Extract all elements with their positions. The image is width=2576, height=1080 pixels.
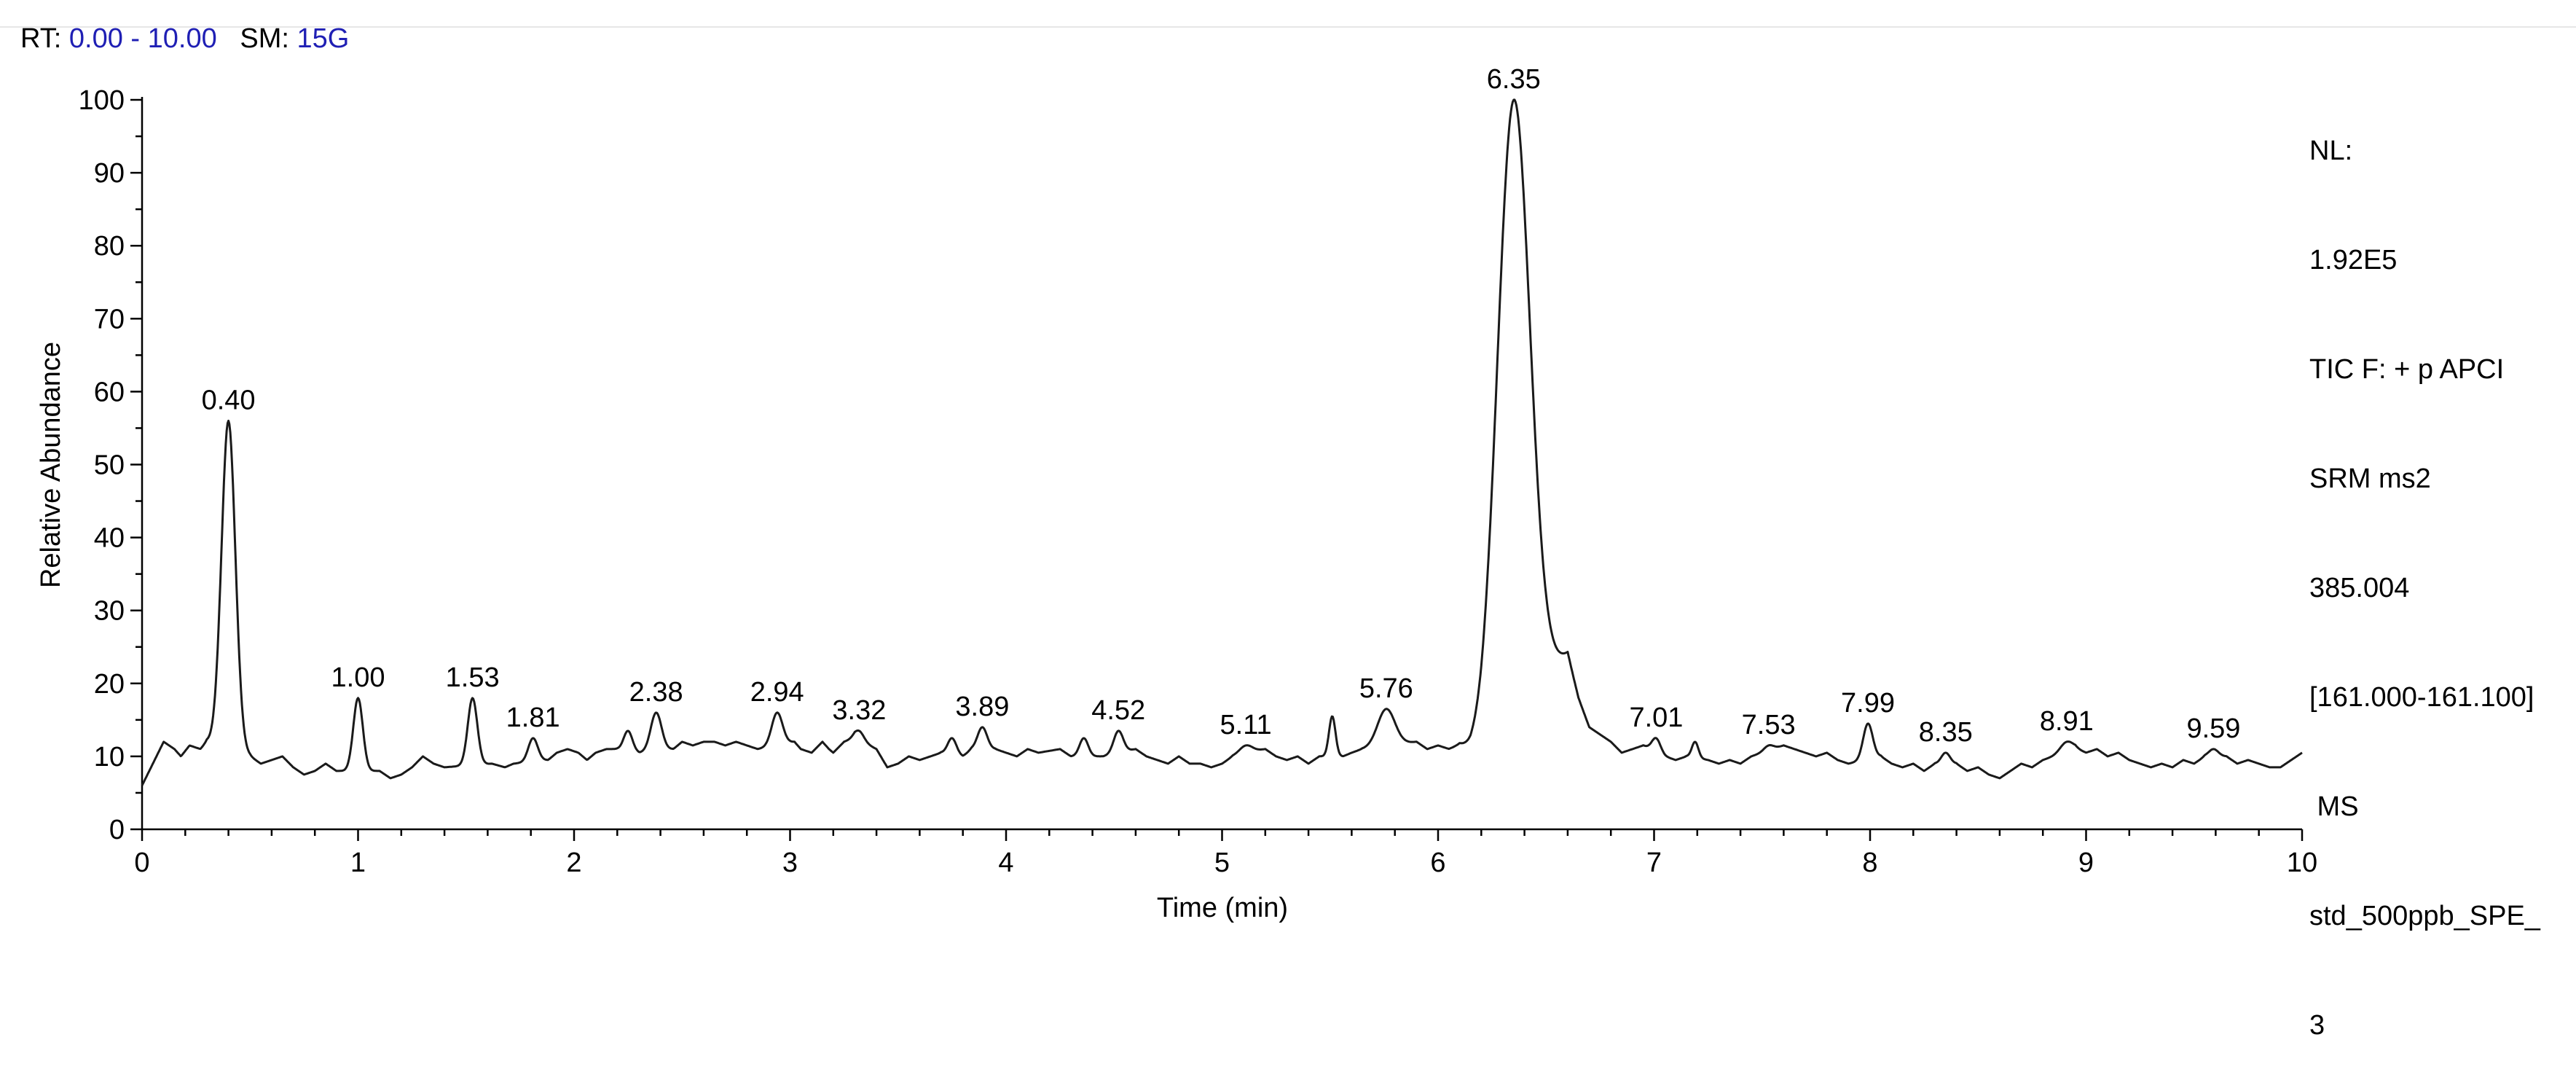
peak-label: 1.53 <box>446 662 500 693</box>
x-tick-label: 8 <box>1862 848 1877 878</box>
peak-label: 3.32 <box>832 695 886 726</box>
y-tick-label: 50 <box>94 450 125 481</box>
peak-labels: 0.40 1.00 1.531.81 2.38 2.94 3.32 3.89 4.52 5.11… <box>202 64 2241 748</box>
y-tick-label: 40 <box>94 523 125 554</box>
peak-label: 7.53 <box>1742 710 1796 740</box>
info-line: 3 <box>2309 1010 2325 1041</box>
info-line: SRM ms2 <box>2309 463 2431 494</box>
info-line: MS <box>2309 791 2359 822</box>
y-tick-label: 90 <box>94 158 125 189</box>
x-tick-label: 5 <box>1214 848 1230 878</box>
chromatogram-header: RT: 0.00 - 10.00 SM: 15G <box>20 23 349 55</box>
y-tick-label: 60 <box>94 377 125 407</box>
peak-label: 4.52 <box>1091 695 1145 726</box>
x-tick-label: 2 <box>566 848 581 878</box>
sm-value: 15G <box>297 23 350 54</box>
peak-label: 6.35 <box>1487 64 1541 95</box>
axes: 0 10 20 30 40 50 60 70 80 90 100 0 1 2 3 4 5 6 7 8 9 10 <box>79 85 2318 878</box>
info-line: std_500ppb_SPE_ <box>2309 901 2540 931</box>
y-axis-title: Relative Abundance <box>36 342 66 588</box>
x-tick-label: 7 <box>1646 848 1662 878</box>
x-axis-title: Time (min) <box>1157 893 1288 923</box>
peak-label: 7.01 <box>1629 703 1683 733</box>
rt-range-value: 0.00 - 10.00 <box>68 23 217 54</box>
sm-label: SM: <box>240 23 289 54</box>
info-line: [161.000-161.100] <box>2309 682 2534 713</box>
y-tick-label: 20 <box>94 669 125 700</box>
x-tick-label: 6 <box>1430 848 1445 878</box>
scan-info-panel: NL: 1.92E5 TIC F: + p APCI SRM ms2 385.0… <box>2309 60 2540 1080</box>
peak-label: 8.35 <box>1919 717 1973 748</box>
x-tick-label: 9 <box>2078 848 2094 878</box>
peak-label: 5.11 <box>1220 710 1272 740</box>
peak-label: 1.81 <box>506 703 560 733</box>
peak-label: 5.76 <box>1359 673 1413 704</box>
info-line: NL: <box>2309 136 2353 166</box>
y-tick-label: 70 <box>94 304 125 334</box>
x-tick-label: 0 <box>134 848 149 878</box>
chromatogram-chart: 0 10 20 30 40 50 60 70 80 90 100 0 1 2 3 4 5 6 7 8 9 10 0.40 1… <box>36 64 2318 923</box>
y-tick-label: 0 <box>109 815 125 845</box>
x-tick-label: 1 <box>350 848 366 878</box>
x-tick-label: 3 <box>782 848 798 878</box>
info-line: 385.004 <box>2309 573 2410 603</box>
x-tick-label: 4 <box>998 848 1013 878</box>
peak-label: 2.94 <box>750 677 804 708</box>
peak-label: 1.00 <box>331 662 385 693</box>
peak-label: 8.91 <box>2040 706 2094 737</box>
peak-label: 7.99 <box>1841 688 1895 719</box>
y-tick-label: 100 <box>79 85 125 116</box>
peak-label: 3.89 <box>955 692 1009 722</box>
y-tick-label: 10 <box>94 742 125 772</box>
top-border <box>0 26 2576 28</box>
tic-trace-line <box>141 98 2303 786</box>
peak-label: 0.40 <box>202 385 256 415</box>
x-tick-label: 10 <box>2287 848 2317 878</box>
info-line: TIC F: + p APCI <box>2309 354 2505 385</box>
peak-label: 9.59 <box>2186 713 2240 744</box>
y-tick-label: 30 <box>94 596 125 627</box>
info-line: 1.92E5 <box>2309 245 2398 275</box>
peak-label: 2.38 <box>629 677 683 708</box>
rt-label: RT: <box>20 23 62 54</box>
y-tick-label: 80 <box>94 231 125 262</box>
